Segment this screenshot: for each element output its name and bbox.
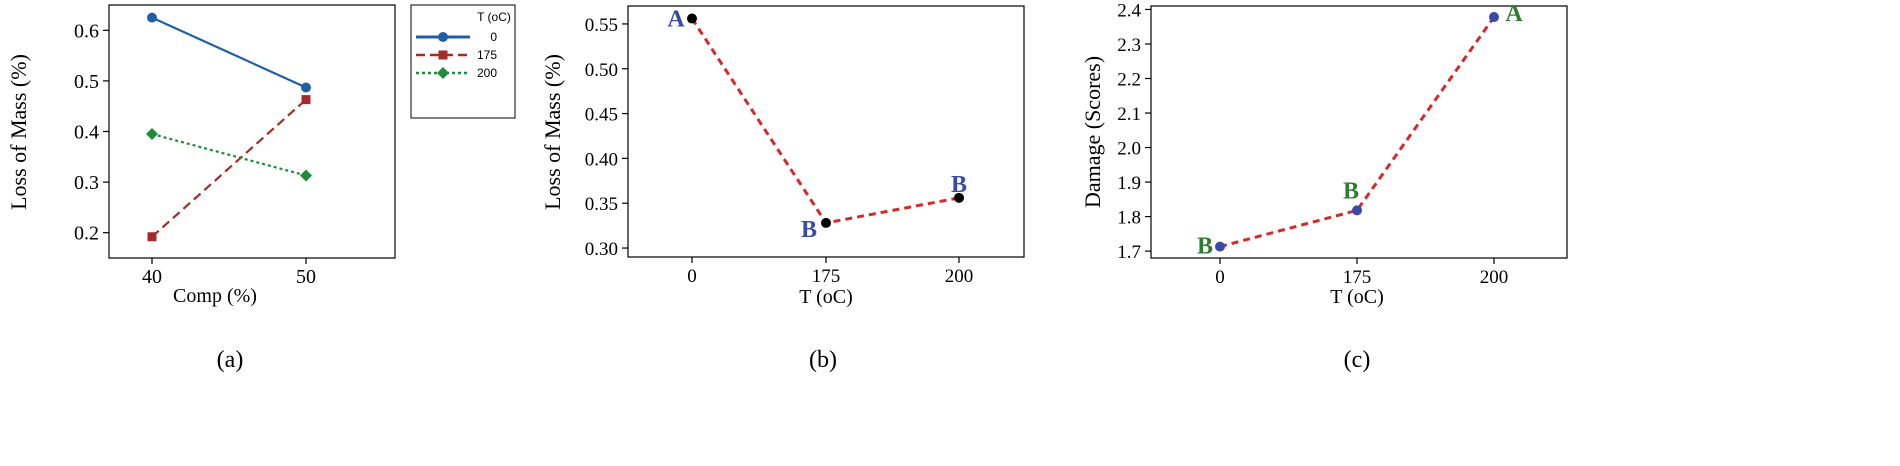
panel-a-xlabel: Comp (%) bbox=[173, 285, 257, 307]
group-letter: B bbox=[801, 217, 817, 243]
data-point-175 bbox=[301, 95, 311, 105]
y-tick-label: 2.4 bbox=[1117, 0, 1141, 21]
legend-marker-0 bbox=[438, 32, 448, 42]
panel-b-xlabel: T (oC) bbox=[799, 286, 853, 308]
panel-a-legend: T (oC) 0 175 200 bbox=[410, 4, 516, 119]
panel-b-y-axis: 0.30 0.35 0.40 0.45 0.50 0.55 bbox=[585, 15, 628, 260]
x-tick-label: 175 bbox=[1343, 267, 1372, 288]
data-point bbox=[1215, 241, 1225, 252]
panel-a-x-axis: 40 50 bbox=[142, 258, 316, 288]
data-point bbox=[954, 192, 964, 203]
x-tick-label: 0 bbox=[1215, 267, 1225, 288]
group-letter: A bbox=[667, 7, 685, 33]
panel-c-ylabel: Damage (Scores) bbox=[1080, 56, 1105, 208]
panel-a-plot-frame bbox=[108, 4, 396, 259]
x-tick-label: 175 bbox=[812, 266, 841, 287]
group-letter: A bbox=[1505, 1, 1523, 27]
y-tick-label: 0.2 bbox=[74, 223, 99, 245]
x-tick-label: 0 bbox=[687, 266, 697, 287]
x-tick-label: 200 bbox=[945, 266, 974, 287]
y-tick-label: 2.0 bbox=[1117, 139, 1141, 160]
panel-a-caption: (a) bbox=[217, 347, 244, 373]
x-tick-label: 50 bbox=[296, 266, 316, 288]
y-tick-label: 0.50 bbox=[585, 60, 618, 81]
panel-c-y-axis: 1.7 1.8 1.9 2.0 2.1 2.2 2.3 2.4 bbox=[1117, 0, 1151, 263]
legend-entries: 0 175 200 bbox=[416, 30, 497, 80]
y-tick-label: 0.4 bbox=[74, 122, 99, 144]
panel-a-ylabel: Loss of Mass (%) bbox=[6, 54, 31, 210]
panel-c-x-axis: 0 175 200 bbox=[1215, 258, 1508, 288]
data-point bbox=[1352, 205, 1362, 216]
y-tick-label: 0.45 bbox=[585, 105, 618, 126]
series-line-175 bbox=[151, 98, 307, 238]
legend-marker-175 bbox=[438, 50, 448, 60]
legend-label-0: 0 bbox=[490, 30, 497, 44]
panel-b-series: A B B bbox=[667, 7, 967, 243]
legend-frame bbox=[410, 4, 516, 119]
series-line-200 bbox=[151, 132, 307, 177]
data-point-175 bbox=[147, 232, 157, 242]
y-tick-label: 2.3 bbox=[1117, 35, 1141, 56]
y-tick-label: 0.35 bbox=[585, 194, 618, 215]
x-tick-label: 40 bbox=[142, 266, 162, 288]
y-tick-label: 0.6 bbox=[74, 20, 99, 42]
group-letter: B bbox=[951, 172, 967, 198]
group-letter: B bbox=[1343, 178, 1359, 204]
y-tick-label: 2.2 bbox=[1117, 69, 1141, 90]
data-point-200 bbox=[300, 169, 312, 182]
panel-b-ylabel: Loss of Mass (%) bbox=[540, 54, 565, 210]
group-letter: B bbox=[1197, 234, 1213, 260]
data-point-200 bbox=[146, 128, 158, 141]
legend-title: T (oC) bbox=[477, 10, 511, 24]
y-tick-label: 0.40 bbox=[585, 149, 618, 170]
legend-label-175: 175 bbox=[477, 48, 497, 62]
data-point bbox=[821, 217, 831, 228]
panel-b: 0.30 0.35 0.40 0.45 0.50 0.55 0 175 200 A B B T (… bbox=[540, 5, 1025, 373]
y-tick-label: 0.55 bbox=[585, 15, 618, 36]
panel-a: 0.2 0.3 0.4 0.5 0.6 40 50 Comp (%) Loss of Ma… bbox=[6, 4, 516, 373]
panel-a-y-axis: 0.2 0.3 0.4 0.5 0.6 bbox=[74, 20, 109, 245]
legend-label-200: 200 bbox=[477, 66, 497, 80]
legend-marker-200 bbox=[437, 67, 449, 79]
y-tick-label: 1.8 bbox=[1117, 208, 1141, 229]
data-point-0 bbox=[147, 12, 157, 23]
panel-b-caption: (b) bbox=[809, 347, 837, 373]
y-tick-label: 0.3 bbox=[74, 172, 99, 194]
panel-a-series bbox=[146, 12, 312, 242]
data-point bbox=[1489, 12, 1499, 23]
y-tick-label: 1.7 bbox=[1117, 242, 1141, 263]
y-tick-label: 2.1 bbox=[1117, 104, 1141, 125]
panel-c-xlabel: T (oC) bbox=[1330, 286, 1384, 308]
panel-b-x-axis: 0 175 200 bbox=[687, 257, 973, 287]
y-tick-label: 0.5 bbox=[74, 71, 99, 93]
panel-c-caption: (c) bbox=[1344, 347, 1371, 373]
y-tick-label: 1.9 bbox=[1117, 173, 1141, 194]
panel-c-series: B B A bbox=[1197, 1, 1523, 260]
y-tick-label: 0.30 bbox=[585, 239, 618, 260]
data-point bbox=[687, 13, 697, 24]
series-line-0 bbox=[151, 16, 307, 89]
panel-c-plot-frame bbox=[1150, 5, 1568, 259]
panel-c: 1.7 1.8 1.9 2.0 2.1 2.2 2.3 2.4 0 175 200 B B A T (… bbox=[1080, 0, 1568, 373]
data-point-0 bbox=[301, 82, 311, 93]
panel-b-plot-frame bbox=[627, 5, 1025, 258]
x-tick-label: 200 bbox=[1480, 267, 1509, 288]
